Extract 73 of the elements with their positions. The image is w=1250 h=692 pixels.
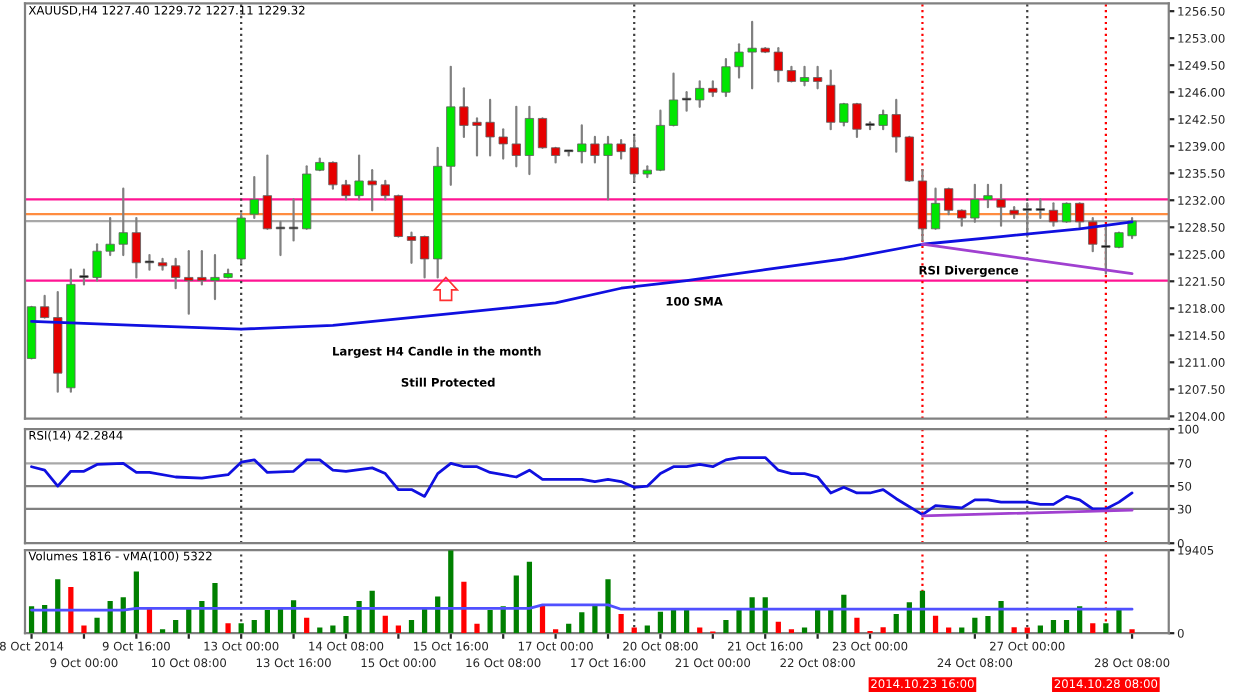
candlestick — [668, 72, 679, 127]
candlestick — [930, 187, 941, 230]
bar — [775, 621, 781, 634]
candlestick — [904, 135, 914, 183]
bar — [68, 586, 74, 634]
candlestick — [799, 65, 810, 87]
bar — [854, 617, 860, 634]
bar — [133, 571, 139, 634]
bar — [539, 604, 546, 634]
candlestick — [1061, 202, 1072, 223]
bar — [356, 601, 362, 634]
bar — [343, 616, 349, 634]
bar — [474, 623, 480, 634]
bar — [880, 627, 886, 634]
candlestick — [944, 187, 954, 216]
candlestick — [419, 235, 430, 279]
bar — [566, 623, 572, 634]
bar — [579, 612, 585, 634]
candlestick — [275, 220, 286, 257]
candlestick — [262, 154, 272, 230]
bar — [28, 606, 35, 634]
bar — [526, 561, 533, 634]
candlestick — [131, 216, 141, 279]
bar — [461, 581, 467, 634]
bar — [644, 625, 650, 634]
bar — [55, 579, 61, 634]
bar — [592, 604, 598, 634]
bar — [1011, 627, 1017, 634]
candlestick — [406, 231, 417, 264]
candlestick — [393, 194, 403, 238]
bar — [251, 619, 257, 634]
candlestick — [288, 198, 299, 242]
candlestick — [655, 109, 666, 172]
bar — [382, 615, 388, 634]
bar — [1063, 619, 1070, 634]
bar — [330, 625, 336, 634]
bar — [81, 625, 87, 634]
bar — [985, 616, 991, 634]
bar — [173, 619, 179, 634]
candlestick — [249, 175, 259, 220]
bar — [893, 613, 899, 634]
bar — [408, 619, 415, 634]
candlestick — [682, 91, 692, 112]
bar — [448, 550, 454, 634]
candlestick — [144, 253, 155, 271]
candlestick — [1035, 198, 1045, 220]
bar — [225, 623, 231, 634]
bar — [304, 617, 310, 634]
bar — [94, 617, 100, 634]
bar — [1050, 619, 1057, 634]
bar — [1037, 625, 1043, 634]
bar — [998, 601, 1004, 634]
line-series — [30, 456, 1134, 517]
bar — [605, 579, 611, 634]
candlestick — [813, 65, 823, 90]
bar — [395, 625, 402, 634]
bar — [1116, 610, 1122, 634]
candlestick — [1048, 202, 1059, 227]
bar — [932, 615, 939, 634]
bar — [513, 575, 519, 634]
candlestick — [537, 117, 548, 149]
bar — [657, 611, 664, 634]
candlestick — [40, 294, 50, 319]
line-series — [30, 220, 1134, 331]
bar — [264, 610, 270, 634]
bar — [723, 619, 729, 634]
bar — [212, 583, 218, 634]
bar — [618, 613, 624, 634]
candlestick — [917, 169, 928, 242]
bar — [487, 610, 493, 634]
candlestick — [524, 105, 535, 176]
bar — [1090, 623, 1096, 634]
bar — [972, 617, 978, 634]
